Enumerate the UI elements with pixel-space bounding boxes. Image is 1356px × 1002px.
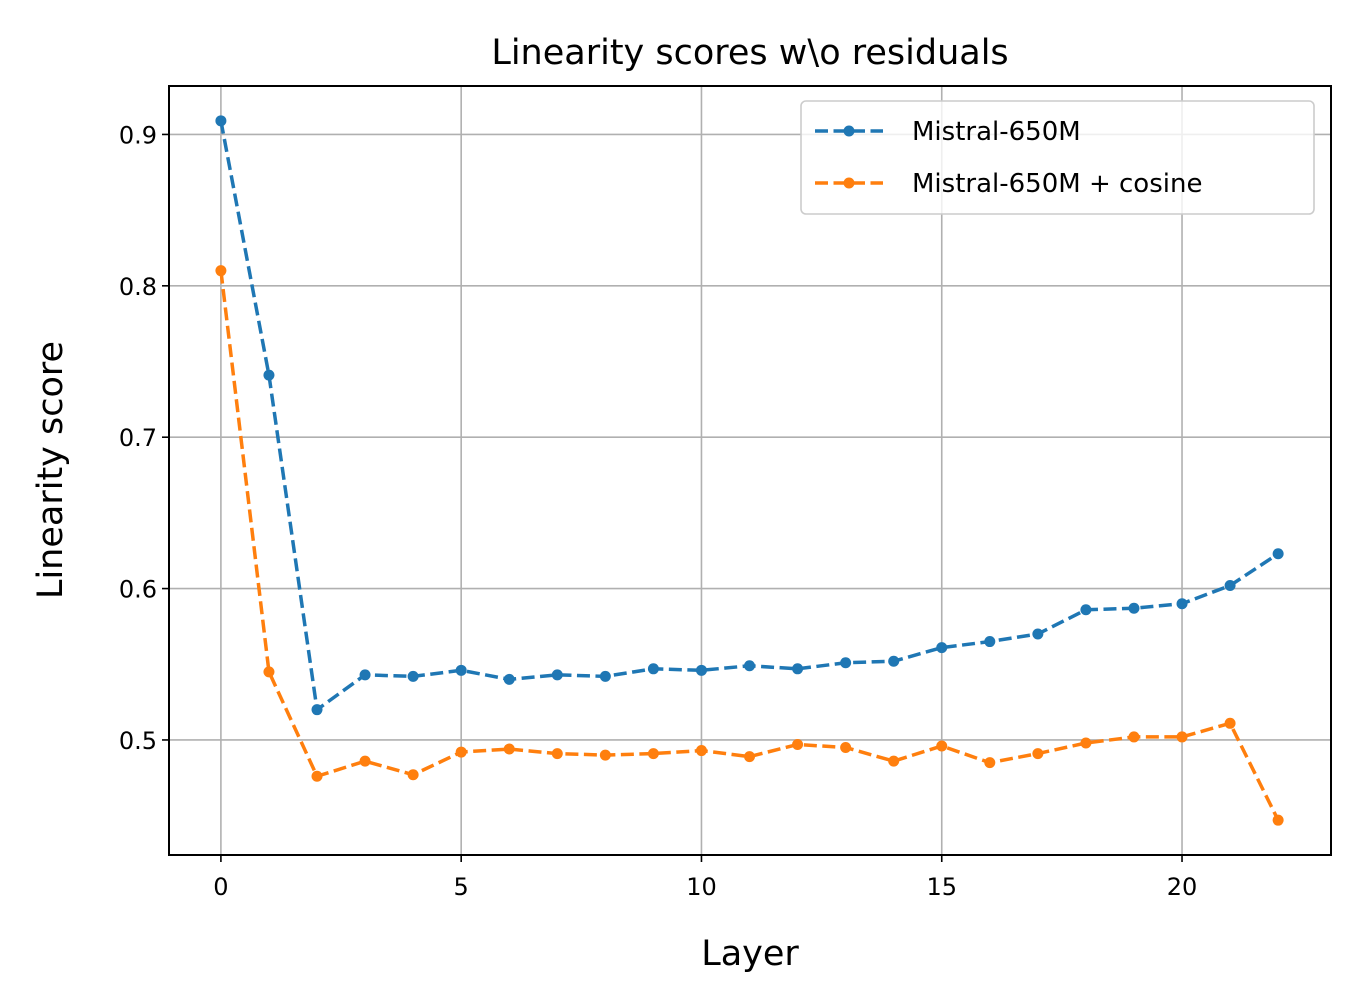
- data-point: [1128, 602, 1140, 614]
- data-point: [744, 660, 756, 672]
- data-point: [888, 755, 900, 767]
- data-point: [455, 664, 467, 676]
- x-tick-label: 5: [454, 873, 469, 901]
- data-point: [599, 749, 611, 761]
- chart-title: Linearity scores w\o residuals: [491, 33, 1008, 73]
- data-point: [503, 673, 515, 685]
- x-tick-label: 0: [213, 873, 228, 901]
- data-point: [1272, 548, 1284, 560]
- data-point: [840, 742, 852, 754]
- data-point: [647, 748, 659, 760]
- data-point: [1032, 748, 1044, 760]
- data-point: [503, 743, 515, 755]
- data-point: [792, 738, 804, 750]
- data-point: [936, 642, 948, 654]
- data-point: [263, 666, 275, 678]
- y-tick-label: 0.9: [119, 121, 157, 149]
- data-point: [1176, 598, 1188, 610]
- data-point: [551, 669, 563, 681]
- data-point: [311, 704, 323, 716]
- x-axis-label: Layer: [701, 934, 799, 974]
- y-tick-label: 0.7: [119, 424, 157, 452]
- legend-box: [800, 100, 1315, 215]
- plot-frame: [168, 85, 1332, 856]
- x-tick-label: 15: [926, 873, 957, 901]
- data-point: [407, 769, 419, 781]
- data-point: [1080, 604, 1092, 616]
- data-point: [1272, 814, 1284, 826]
- data-point: [1032, 628, 1044, 640]
- y-tick-label: 0.8: [119, 273, 157, 301]
- legend-marker: [843, 177, 855, 189]
- data-point: [840, 657, 852, 669]
- data-point: [1224, 717, 1236, 729]
- data-point: [311, 770, 323, 782]
- data-point: [744, 751, 756, 763]
- y-tick-label: 0.5: [119, 727, 157, 755]
- data-point: [936, 740, 948, 752]
- data-point: [1128, 731, 1140, 743]
- data-point: [1176, 731, 1188, 743]
- legend-marker: [843, 125, 855, 137]
- legend-label: Mistral-650M + cosine: [912, 169, 1202, 199]
- series-group: [215, 115, 1284, 826]
- data-point: [599, 670, 611, 682]
- data-point: [215, 115, 227, 127]
- data-point: [647, 663, 659, 675]
- legend: Mistral-650M Mistral-650M + cosine: [800, 100, 1315, 215]
- x-tick-label: 10: [686, 873, 717, 901]
- data-point: [263, 369, 275, 381]
- data-point: [1224, 580, 1236, 592]
- y-tick-label: 0.6: [119, 576, 157, 604]
- y-axis-label: Linearity score: [31, 341, 71, 599]
- data-point: [695, 664, 707, 676]
- data-point: [455, 746, 467, 758]
- data-point: [407, 670, 419, 682]
- ticks: 0 5 10 15 20 0.5 0.6 0.7 0.8 0.9: [119, 121, 1197, 901]
- legend-label: Mistral-650M: [912, 117, 1081, 147]
- data-point: [695, 745, 707, 757]
- data-point: [1080, 737, 1092, 749]
- data-point: [359, 755, 371, 767]
- data-point: [984, 757, 996, 769]
- x-tick-label: 20: [1167, 873, 1198, 901]
- data-point: [888, 655, 900, 667]
- data-point: [215, 265, 227, 277]
- data-point: [551, 748, 563, 760]
- data-point: [359, 669, 371, 681]
- data-point: [984, 636, 996, 648]
- series-line: [219, 270, 1280, 821]
- data-point: [792, 663, 804, 675]
